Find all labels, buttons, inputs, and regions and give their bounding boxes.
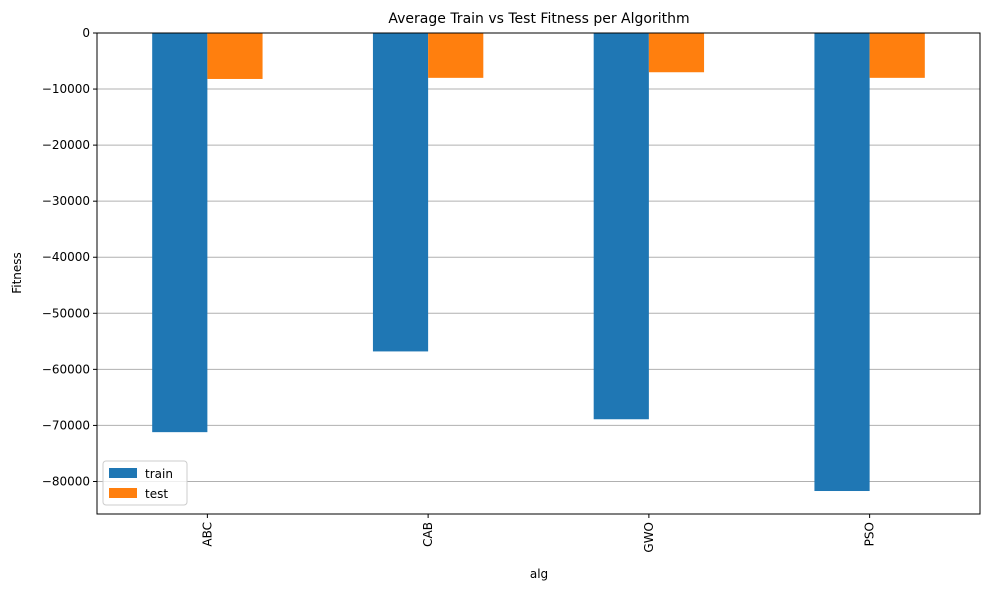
bars: [152, 33, 925, 492]
y-tick-label: −50000: [42, 306, 90, 320]
bar-train-pso: [814, 33, 870, 492]
gridlines: [97, 32, 980, 482]
bar-test-abc: [207, 33, 263, 79]
x-tick-label: PSO: [863, 522, 877, 546]
x-tick-label: GWO: [642, 522, 656, 553]
y-axis-label: Fitness: [10, 252, 24, 294]
bar-test-cab: [428, 33, 484, 78]
plot-frame: [96, 32, 981, 515]
y-tick-label: 0: [82, 26, 90, 40]
bar-train-abc: [152, 33, 208, 433]
bar-train-cab: [372, 33, 429, 352]
legend: train test: [102, 460, 188, 506]
bar-train-gwo: [593, 33, 649, 420]
x-tick-label: ABC: [200, 522, 214, 547]
legend-label-test: test: [145, 487, 168, 501]
y-tick-label: −20000: [42, 138, 90, 152]
y-tick-label: −10000: [42, 82, 90, 96]
bar-test-pso: [869, 33, 925, 78]
legend-label-train: train: [145, 467, 173, 481]
y-tick-label: −80000: [42, 474, 90, 488]
legend-swatch-train: [109, 468, 137, 478]
x-tick-label: CAB: [421, 522, 435, 547]
chart-title: Average Train vs Test Fitness per Algori…: [388, 11, 689, 27]
y-tick-label: −30000: [42, 194, 90, 208]
legend-swatch-test: [109, 488, 137, 498]
y-tick-label: −70000: [42, 418, 90, 432]
y-tick-label: −40000: [42, 250, 90, 264]
bar-test-gwo: [648, 33, 705, 73]
x-axis-label: alg: [530, 567, 548, 581]
y-tick-label: −60000: [42, 362, 90, 376]
y-axis-ticks: 0 −10000 −20000 −30000 −40000 −50000 −60000 −70…: [42, 26, 97, 488]
x-axis-ticks: ABC CAB GWO PSO: [200, 514, 877, 553]
